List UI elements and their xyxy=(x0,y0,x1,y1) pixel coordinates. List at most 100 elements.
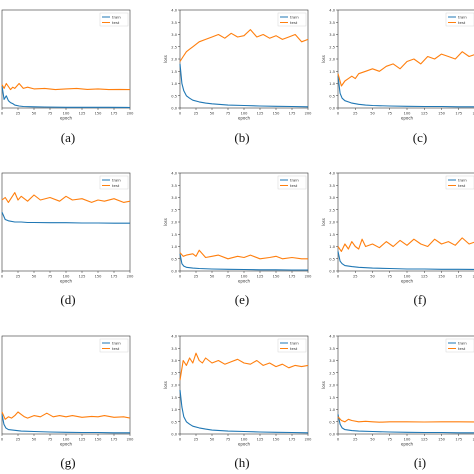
series-line-train xyxy=(337,251,474,271)
y-tick-label: 3.0 xyxy=(329,359,335,363)
x-axis-label: epoch xyxy=(401,442,414,447)
y-tick-label: 0.0 xyxy=(329,433,335,437)
chart-panel-a: 0 25 50 75 100 125 150 175 200 epoch train test xyxy=(0,0,158,125)
x-axis-label: epoch xyxy=(401,279,414,284)
legend-label-train: train xyxy=(290,177,299,182)
y-tick-label: 2.5 xyxy=(171,371,177,375)
y-tick-label: 0.0 xyxy=(329,107,335,111)
series-line-test xyxy=(337,416,474,423)
y-tick-label: 4.0 xyxy=(171,335,177,339)
y-tick-label: 1.0 xyxy=(329,82,335,86)
x-tick-label: 125 xyxy=(79,438,86,442)
legend-label-test: test xyxy=(458,20,466,25)
y-tick-label: 0.5 xyxy=(171,420,177,424)
chart-h: 0.0 0.5 1.0 1.5 2.0 2.5 3.0 3.5 4.0 0 25 50 75 100 125… xyxy=(163,335,312,447)
x-tick-label: 75 xyxy=(226,112,231,116)
y-tick-label: 1.5 xyxy=(329,396,335,400)
y-tick-label: 2.5 xyxy=(171,45,177,49)
series-line-test xyxy=(337,237,474,252)
x-tick-label: 100 xyxy=(63,438,71,442)
y-tick-label: 1.5 xyxy=(171,396,177,400)
x-tick-label: 100 xyxy=(63,275,71,279)
x-tick-label: 150 xyxy=(95,112,103,116)
x-tick-label: 200 xyxy=(127,438,135,442)
series-line-train xyxy=(337,76,474,108)
legend-label-train: train xyxy=(290,340,299,345)
y-tick-label: 0.5 xyxy=(329,420,335,424)
series-line-test xyxy=(179,29,309,62)
y-tick-label: 3.0 xyxy=(171,33,177,37)
x-tick-label: 75 xyxy=(387,112,392,116)
x-tick-label: 50 xyxy=(210,275,215,279)
x-tick-label: 150 xyxy=(95,275,103,279)
x-tick-label: 200 xyxy=(127,112,135,116)
y-tick-label: 1.5 xyxy=(171,233,177,237)
x-tick-label: 75 xyxy=(48,275,53,279)
series-line-test xyxy=(1,82,131,91)
x-tick-label: 175 xyxy=(455,438,462,442)
x-tick-label: 0 xyxy=(1,438,4,442)
x-tick-label: 50 xyxy=(370,112,375,116)
x-tick-label: 25 xyxy=(194,438,199,442)
x-tick-label: 200 xyxy=(305,275,313,279)
chart-f: 0.0 0.5 1.0 1.5 2.0 2.5 3.0 3.5 4.0 0 25 50 75 100 125… xyxy=(321,172,474,284)
series-line-train xyxy=(179,63,309,108)
y-tick-label: 2.5 xyxy=(171,208,177,212)
series-line-train xyxy=(179,253,308,271)
caption-i: (i) xyxy=(413,455,427,470)
caption-a: (a) xyxy=(60,130,76,145)
y-tick-label: 0.5 xyxy=(171,257,177,261)
y-tick-label: 2.0 xyxy=(329,58,335,62)
x-tick-label: 0 xyxy=(179,112,182,116)
series-line-test xyxy=(1,411,131,420)
series-line-test xyxy=(337,51,474,87)
legend-label-train: train xyxy=(112,177,121,182)
x-tick-label: 100 xyxy=(404,112,412,116)
x-tick-label: 100 xyxy=(241,438,249,442)
x-tick-label: 50 xyxy=(210,438,215,442)
caption-f: (f) xyxy=(413,292,427,307)
chart-c: 0.0 0.5 1.0 1.5 2.0 2.5 3.0 3.5 4.0 0 25 50 75 100 125… xyxy=(321,9,474,121)
x-tick-label: 25 xyxy=(194,112,199,116)
y-tick-label: 0.5 xyxy=(329,94,335,98)
x-tick-label: 175 xyxy=(289,275,296,279)
x-tick-label: 75 xyxy=(48,112,53,116)
series-line-test xyxy=(1,192,131,203)
legend-label-train: train xyxy=(112,340,121,345)
x-tick-label: 175 xyxy=(111,112,118,116)
y-tick-label: 1.5 xyxy=(171,70,177,74)
chart-b: 0.0 0.5 1.0 1.5 2.0 2.5 3.0 3.5 4.0 0 25 50 75 100 125… xyxy=(163,9,312,121)
x-tick-label: 25 xyxy=(194,275,199,279)
y-tick-label: 3.5 xyxy=(171,347,177,351)
y-axis-label: loss xyxy=(163,218,168,226)
x-tick-label: 200 xyxy=(473,275,474,279)
series-line-test xyxy=(179,249,308,260)
x-tick-label: 25 xyxy=(353,438,358,442)
series-line-train xyxy=(337,414,474,434)
chart-panel-g: 0 25 50 75 100 125 150 175 200 epoch train test xyxy=(0,326,158,451)
caption-g: (g) xyxy=(60,455,76,470)
x-tick-label: 0 xyxy=(337,438,340,442)
x-tick-label: 0 xyxy=(179,438,182,442)
x-tick-label: 75 xyxy=(387,438,392,442)
x-tick-label: 100 xyxy=(241,275,249,279)
x-tick-label: 0 xyxy=(1,112,4,116)
y-tick-label: 1.0 xyxy=(171,408,177,412)
x-tick-label: 100 xyxy=(63,112,71,116)
chart-i: 0.0 0.5 1.0 1.5 2.0 2.5 3.0 3.5 4.0 0 25 50 75 100 125… xyxy=(321,335,474,447)
chart-panel-e: 0.0 0.5 1.0 1.5 2.0 2.5 3.0 3.5 4.0 0 25 50 75 100 125… xyxy=(158,163,316,288)
x-tick-label: 175 xyxy=(455,275,462,279)
y-tick-label: 2.0 xyxy=(171,58,177,62)
chart-panel-h: 0.0 0.5 1.0 1.5 2.0 2.5 3.0 3.5 4.0 0 25 50 75 100 125… xyxy=(158,326,316,451)
x-tick-label: 200 xyxy=(473,438,474,442)
x-tick-label: 50 xyxy=(210,112,215,116)
x-tick-label: 125 xyxy=(257,275,264,279)
x-tick-label: 75 xyxy=(48,438,53,442)
x-tick-label: 75 xyxy=(226,275,231,279)
x-tick-label: 150 xyxy=(273,112,281,116)
x-tick-label: 175 xyxy=(111,275,118,279)
y-axis-label: loss xyxy=(321,218,326,226)
y-tick-label: 1.0 xyxy=(171,82,177,86)
x-axis-label: epoch xyxy=(60,116,73,121)
y-axis-label: loss xyxy=(321,381,326,389)
